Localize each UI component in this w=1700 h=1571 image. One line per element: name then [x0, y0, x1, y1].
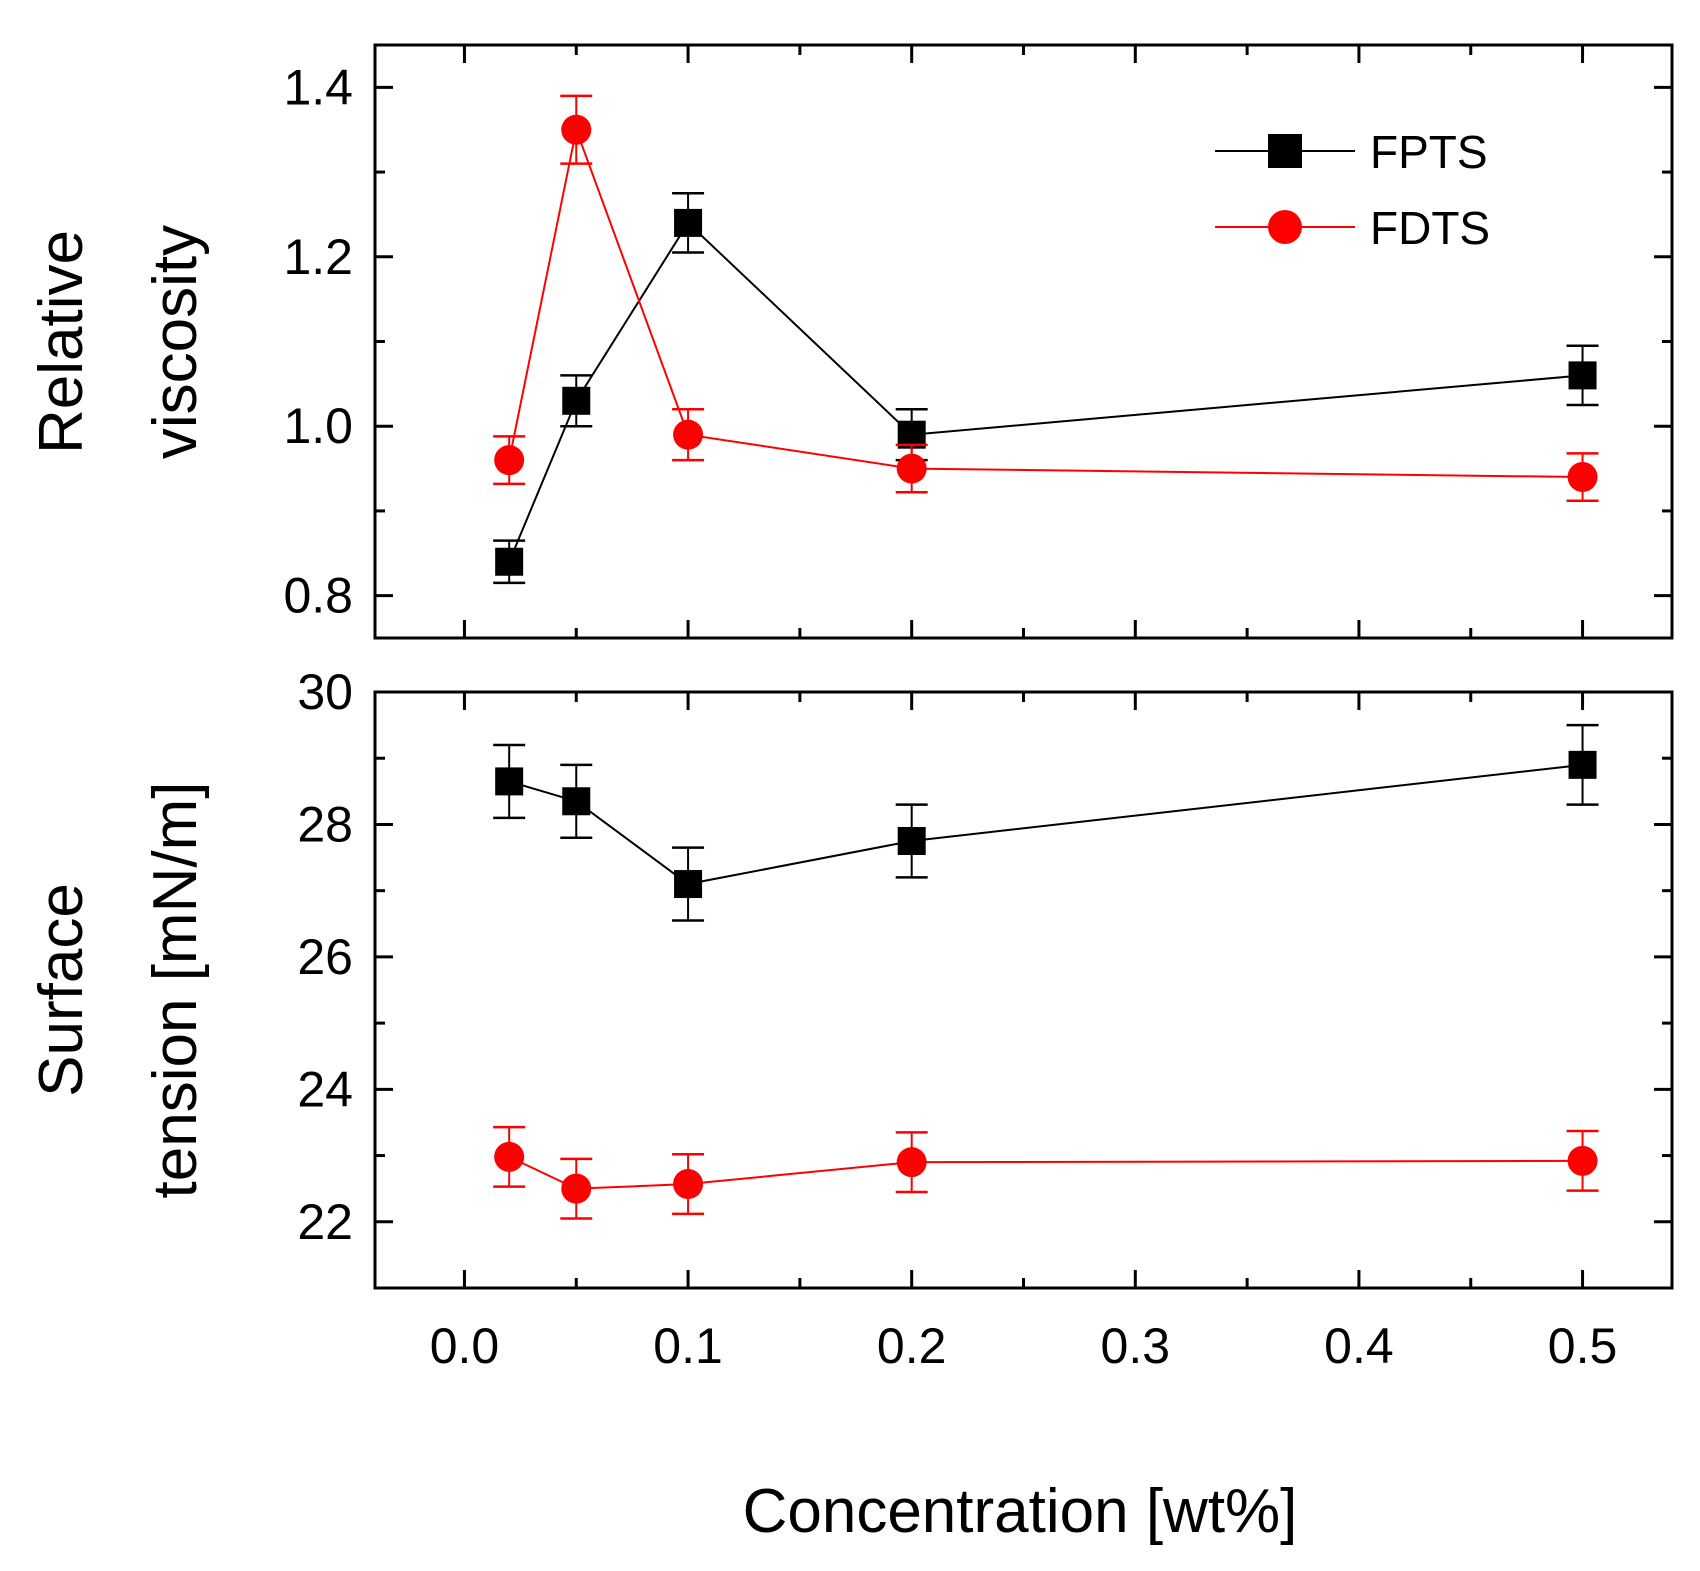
ylabel-bottom-line2: tension [mN/m] — [141, 782, 210, 1199]
ytick-label-1: 26 — [297, 929, 353, 985]
data-point-fpts — [562, 787, 591, 816]
series-line-fpts — [508, 221, 1583, 563]
xtick-label: 0.3 — [1101, 1318, 1171, 1374]
ytick-label-0: 1.0 — [283, 398, 353, 454]
data-point-fdts — [561, 114, 592, 145]
ytick-label-0: 0.8 — [283, 568, 353, 624]
ytick-label-1: 28 — [297, 796, 353, 852]
data-point-fdts — [561, 1173, 592, 1204]
data-point-fdts — [1567, 462, 1598, 493]
series-line-fdts — [508, 1155, 1583, 1190]
ylabel-top-line1: Relative — [27, 230, 96, 454]
ytick-label-0: 1.2 — [283, 229, 353, 285]
ytick-label-0: 1.4 — [283, 59, 353, 115]
data-point-fdts — [673, 419, 704, 450]
data-point-fpts — [1568, 361, 1597, 390]
data-point-fpts — [674, 870, 703, 899]
legend-fdts-label: FDTS — [1370, 202, 1490, 254]
ytick-label-1: 22 — [297, 1194, 353, 1250]
data-point-fdts — [494, 445, 525, 476]
panel-surface-tension: 22 24 26 28 30 0.0 0.1 0.2 0.3 0.4 0.5 — [297, 664, 1674, 1374]
series-line-fdts — [508, 126, 1583, 479]
xtick-label: 0.4 — [1324, 1318, 1394, 1374]
xtick-label: 0.0 — [430, 1318, 500, 1374]
legend-fpts-label: FPTS — [1370, 126, 1488, 178]
data-point-fdts — [896, 1147, 927, 1178]
data-point-fpts — [495, 767, 524, 796]
ylabel-bottom-line1: Surface — [27, 883, 96, 1097]
xtick-label: 0.2 — [877, 1318, 947, 1374]
xtick-label: 0.5 — [1548, 1318, 1618, 1374]
xlabel: Concentration [wt%] — [743, 1477, 1298, 1546]
data-point-fpts — [495, 547, 524, 576]
ytick-label-1: 30 — [297, 664, 353, 720]
legend-fdts-marker — [1268, 210, 1302, 244]
panel-relative-viscosity: 0.8 1.0 1.2 1.4 — [283, 43, 1674, 640]
data-point-fdts — [673, 1169, 704, 1200]
ytick-label-1: 24 — [297, 1061, 353, 1117]
data-point-fpts — [674, 208, 703, 237]
legend-fpts-marker — [1268, 134, 1302, 168]
data-point-fpts — [562, 386, 591, 415]
ylabel-top-line2: viscosity — [141, 225, 210, 459]
data-point-fdts — [1567, 1145, 1598, 1176]
legend: FPTS FDTS — [1215, 126, 1490, 254]
data-point-fdts — [494, 1141, 525, 1172]
data-point-fdts — [896, 453, 927, 484]
xtick-label: 0.1 — [653, 1318, 723, 1374]
series-line-fpts — [508, 763, 1583, 886]
data-point-fpts — [1568, 750, 1597, 779]
data-point-fpts — [897, 827, 926, 855]
